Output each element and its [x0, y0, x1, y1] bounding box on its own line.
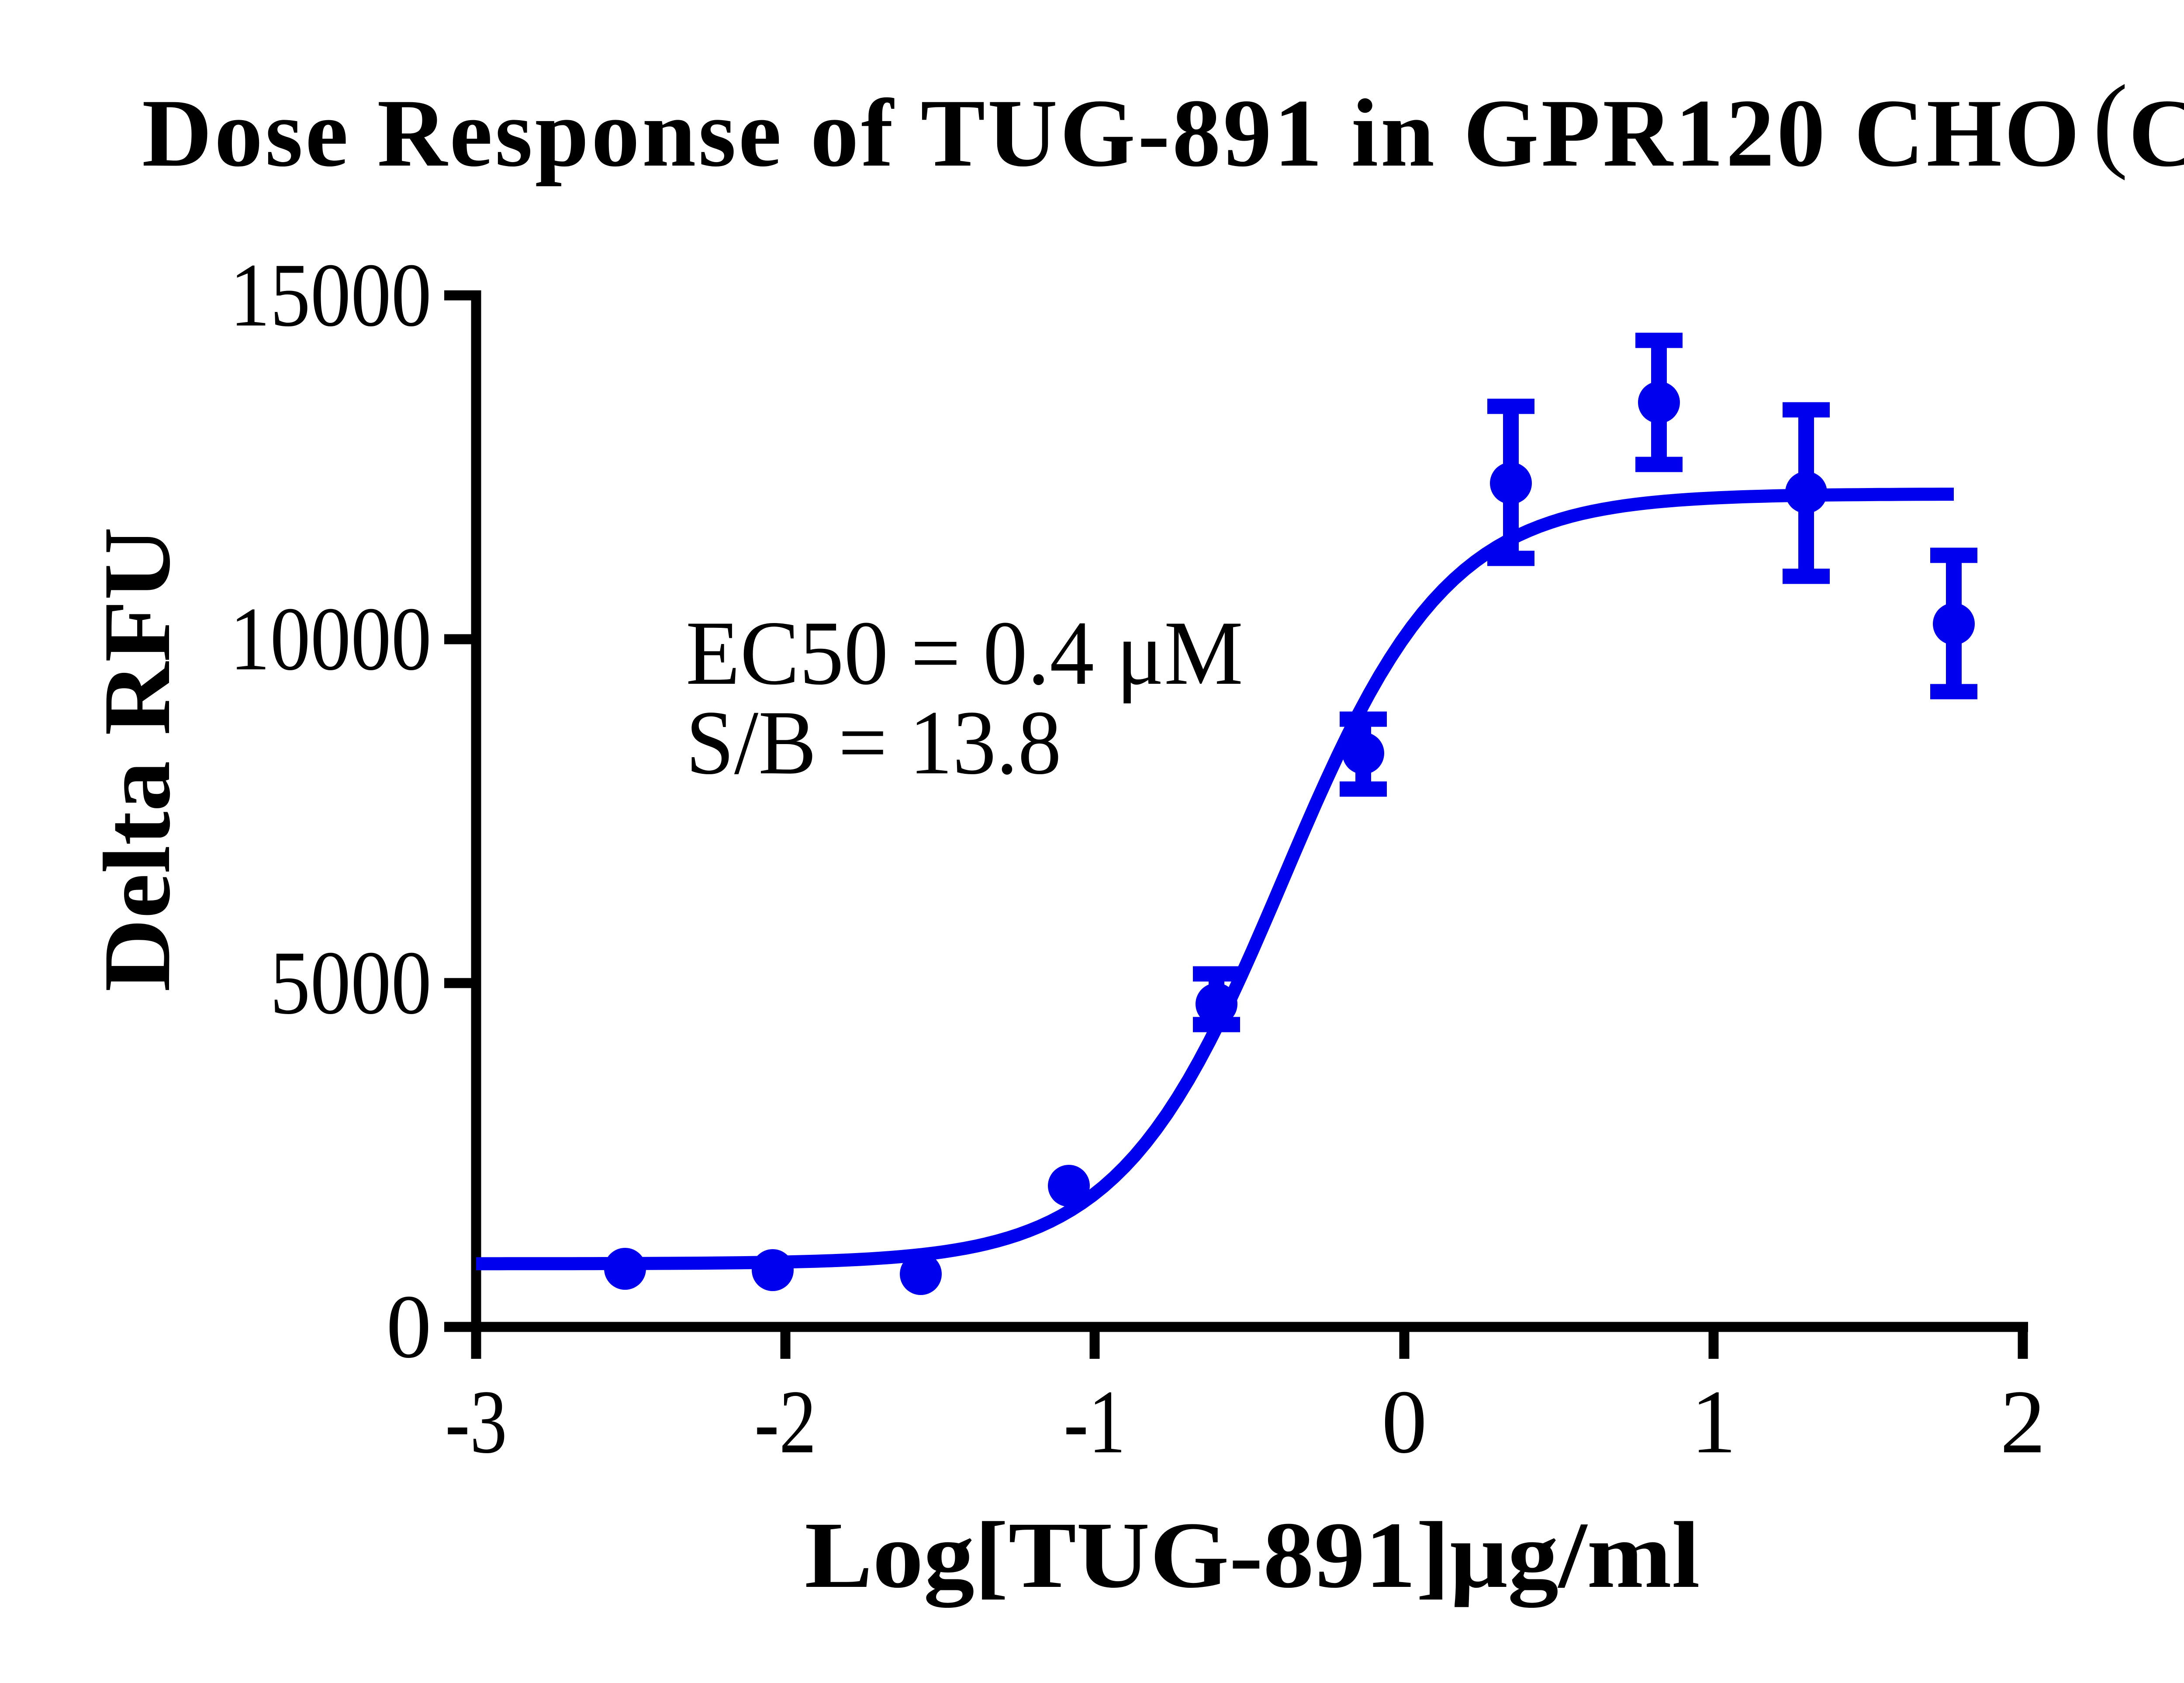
svg-text:5000: 5000 [270, 932, 432, 1033]
svg-text:-3: -3 [445, 1371, 507, 1472]
svg-text:0: 0 [386, 1276, 432, 1377]
svg-text:-2: -2 [754, 1371, 816, 1472]
svg-text:Dose Response of TUG-891 in GP: Dose Response of TUG-891 in GPR120 CHO [142, 80, 2080, 187]
svg-text:1: 1 [1691, 1371, 1736, 1472]
svg-text:Delta RFU: Delta RFU [84, 527, 190, 992]
svg-text:(: ( [2093, 63, 2128, 181]
svg-text:0: 0 [1382, 1371, 1427, 1472]
svg-text:C1: C1 [2129, 80, 2184, 187]
svg-text:-1: -1 [1064, 1371, 1126, 1472]
svg-text:15000: 15000 [230, 245, 432, 345]
svg-text:EC50 = 0.4 μM: EC50 = 0.4 μM [686, 603, 1243, 704]
svg-text:2: 2 [2000, 1371, 2046, 1472]
svg-text:Log[TUG-891]μg/ml: Log[TUG-891]μg/ml [805, 1503, 1700, 1608]
svg-text:10000: 10000 [230, 589, 432, 689]
svg-text:S/B = 13.8: S/B = 13.8 [686, 692, 1061, 793]
